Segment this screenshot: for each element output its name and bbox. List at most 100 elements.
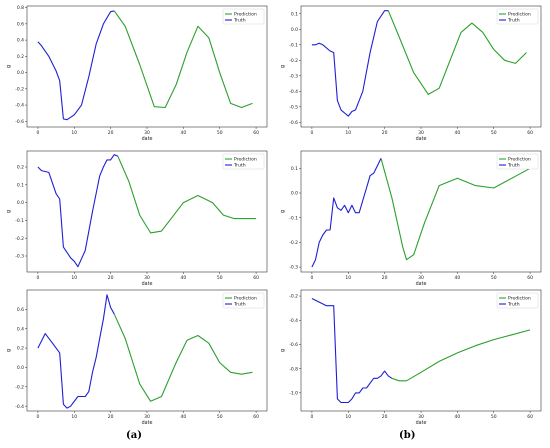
y-tick-label: -0.1 bbox=[289, 215, 298, 221]
x-tick-label: 20 bbox=[108, 414, 114, 420]
y-tick-label: -0.1 bbox=[289, 42, 298, 48]
x-tick-label: 60 bbox=[527, 130, 533, 136]
x-tick-label: 30 bbox=[418, 414, 424, 420]
x-tick-label: 10 bbox=[71, 414, 77, 420]
x-tick-label: 40 bbox=[454, 275, 460, 281]
series-line-prediction bbox=[387, 10, 527, 95]
x-tick-label: 20 bbox=[382, 275, 388, 281]
x-tick-label: 10 bbox=[345, 414, 351, 420]
plot-frame bbox=[300, 150, 542, 273]
y-tick-label: 0.2 bbox=[17, 165, 24, 171]
x-tick-label: 30 bbox=[418, 275, 424, 281]
x-tick-label: 40 bbox=[180, 275, 186, 281]
x-tick-label: 10 bbox=[71, 275, 77, 281]
x-tick-label: 40 bbox=[454, 414, 460, 420]
plot-frame bbox=[300, 5, 542, 128]
panel-label-a: (a) bbox=[126, 430, 142, 441]
x-tick-label: 0 bbox=[36, 130, 39, 136]
y-tick-label: 0.1 bbox=[17, 182, 24, 188]
x-tick-label: 20 bbox=[382, 130, 388, 136]
series-line-truth bbox=[311, 298, 393, 404]
x-tick-label: 60 bbox=[253, 130, 259, 136]
x-tick-label: 10 bbox=[71, 130, 77, 136]
series-line-prediction bbox=[113, 10, 253, 109]
y-tick-label: -0.6 bbox=[289, 342, 298, 348]
x-tick-label: 60 bbox=[253, 414, 259, 420]
y-tick-label: 0.6 bbox=[17, 21, 24, 27]
x-tick-label: 60 bbox=[527, 414, 533, 420]
x-tick-label: 50 bbox=[491, 414, 497, 420]
x-tick-label: 50 bbox=[217, 414, 223, 420]
legend-label-truth: Truth bbox=[507, 302, 520, 308]
series-line-prediction bbox=[380, 158, 531, 261]
y-tick-label: -0.6 bbox=[289, 120, 298, 126]
x-axis-label: date bbox=[142, 136, 153, 142]
y-axis-label: g bbox=[7, 349, 12, 352]
legend-box bbox=[222, 153, 265, 170]
x-tick-label: 60 bbox=[253, 275, 259, 281]
chart-3: 0 10 20 30 40 50 60 -0.3 -0.2 -0.1 0.0 0.1 0.2 date g P… bbox=[7, 150, 268, 287]
x-tick-label: 60 bbox=[527, 275, 533, 281]
y-tick-label: 0.0 bbox=[17, 200, 24, 206]
x-tick-label: 20 bbox=[382, 414, 388, 420]
x-tick-label: 20 bbox=[108, 130, 114, 136]
x-tick-label: 10 bbox=[345, 130, 351, 136]
y-tick-label: -0.5 bbox=[289, 104, 298, 110]
series-line-prediction bbox=[113, 313, 253, 402]
legend-label-prediction: Prediction bbox=[508, 157, 531, 163]
y-tick-label: 0.0 bbox=[291, 191, 298, 197]
x-tick-label: 0 bbox=[310, 414, 313, 420]
x-tick-label: 50 bbox=[217, 275, 223, 281]
y-tick-label: 0.4 bbox=[17, 326, 24, 332]
y-tick-label: -0.8 bbox=[289, 366, 298, 372]
y-tick-label: -0.1 bbox=[15, 218, 24, 224]
series-line-truth bbox=[37, 294, 115, 409]
legend-box bbox=[222, 292, 265, 309]
y-axis-label: g bbox=[281, 210, 286, 213]
chart-2: 0 10 20 30 40 50 60 -0.6 -0.5 -0.4 -0.3 -0.2 -0.1 0.0… bbox=[281, 5, 542, 142]
y-tick-label: -0.2 bbox=[15, 236, 24, 242]
chart-4: 0 10 20 30 40 50 60 -0.3 -0.2 -0.1 0.0 0.1 date g Pred… bbox=[281, 150, 542, 287]
y-tick-label: -1.0 bbox=[289, 390, 298, 396]
y-tick-label: -0.2 bbox=[289, 58, 298, 64]
legend-label-truth: Truth bbox=[233, 18, 246, 24]
x-tick-label: 20 bbox=[108, 275, 114, 281]
legend-label-prediction: Prediction bbox=[234, 157, 257, 163]
x-axis-label: date bbox=[416, 420, 427, 426]
x-tick-label: 30 bbox=[144, 414, 150, 420]
y-tick-label: -0.2 bbox=[289, 294, 298, 300]
chart-5: 0 10 20 30 40 50 60 -0.4 -0.2 0.0 0.2 0.4 0.6 date g Pr… bbox=[7, 289, 268, 426]
legend-box bbox=[496, 292, 539, 309]
legend-label-truth: Truth bbox=[233, 302, 246, 308]
panel-label-b: (b) bbox=[399, 430, 416, 441]
x-tick-label: 0 bbox=[36, 414, 39, 420]
y-axis-label: g bbox=[281, 349, 286, 352]
legend-label-prediction: Prediction bbox=[508, 12, 531, 18]
y-tick-label: 0.6 bbox=[17, 307, 24, 313]
y-tick-label: 0.4 bbox=[17, 38, 24, 44]
x-tick-label: 40 bbox=[180, 414, 186, 420]
x-tick-label: 50 bbox=[491, 275, 497, 281]
y-tick-label: -0.4 bbox=[15, 103, 24, 109]
legend-label-prediction: Prediction bbox=[234, 12, 257, 18]
x-tick-label: 50 bbox=[217, 130, 223, 136]
series-line-truth bbox=[37, 10, 115, 121]
legend-label-prediction: Prediction bbox=[508, 296, 531, 302]
y-axis-label: g bbox=[281, 65, 286, 68]
y-axis-label: g bbox=[7, 65, 12, 68]
series-line-prediction bbox=[117, 156, 257, 234]
legend-box bbox=[496, 153, 539, 170]
y-tick-label: 0.0 bbox=[17, 365, 24, 371]
x-tick-label: 30 bbox=[418, 130, 424, 136]
legend-label-truth: Truth bbox=[233, 163, 246, 169]
y-tick-label: -0.3 bbox=[289, 73, 298, 79]
x-tick-label: 0 bbox=[36, 275, 39, 281]
y-axis-label: g bbox=[7, 210, 12, 213]
x-tick-label: 10 bbox=[345, 275, 351, 281]
y-tick-label: -0.4 bbox=[15, 404, 24, 410]
legend-label-prediction: Prediction bbox=[234, 296, 257, 302]
y-tick-label: 0.8 bbox=[17, 5, 24, 11]
legend-box bbox=[222, 8, 265, 25]
y-tick-label: 0.2 bbox=[17, 54, 24, 60]
